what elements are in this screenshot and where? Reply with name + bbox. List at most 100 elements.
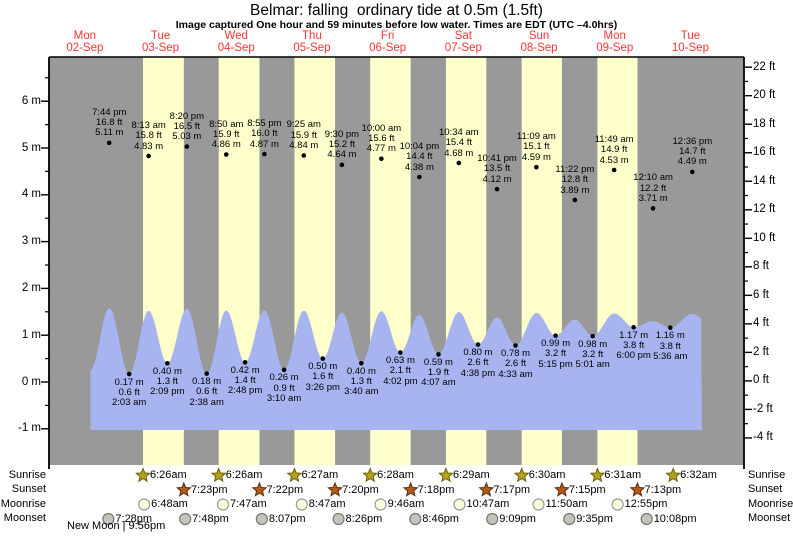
- moonset-time-label: 8:26pm: [345, 512, 383, 525]
- right-axis-tick-label: 18 ft: [753, 117, 776, 130]
- tide-time-text: 4:02 pm: [383, 375, 418, 387]
- moonset-time-label: 7:28pm: [115, 512, 153, 525]
- sunset-star-icon: [402, 481, 419, 497]
- sunset-time-label: 7:18pm: [417, 483, 455, 496]
- tide-time-text: 8:50 am: [209, 118, 244, 130]
- high-tide-dot: [301, 153, 307, 158]
- high-tide-label: 7:44 pm 16.8 ft 5.11 m: [77, 107, 141, 139]
- sunrise-star-icon: [513, 467, 530, 483]
- high-tide-dot: [184, 144, 190, 149]
- tide-m-text: 0.63 m: [385, 355, 415, 367]
- tide-m-text: 4.84 m: [289, 140, 319, 152]
- moonrise-moon-icon: [611, 498, 624, 511]
- tide-ft-text: 0.6 ft: [196, 386, 218, 398]
- tide-time-text: 9:30 pm: [324, 128, 360, 140]
- low-tide-dot: [553, 333, 558, 338]
- moonrise-moon-icon: [453, 498, 466, 511]
- left-axis-tick-label: 2 m: [21, 281, 41, 294]
- left-axis-tick-label: 4 m: [21, 188, 41, 201]
- day-date-label: 07-Sep: [444, 42, 482, 54]
- moonrise-time-label: 10:47am: [466, 498, 510, 510]
- tide-curve-area: [90, 308, 702, 430]
- tide-time-text: 12:10 am: [633, 172, 673, 184]
- low-tide-dot: [667, 325, 673, 331]
- tide-time-text: 5:36 am: [653, 350, 688, 362]
- tide-m-text: 0.50 m: [308, 361, 338, 373]
- moonrise-time-label: 7:47am: [229, 498, 267, 510]
- astro-row-label-right-moonrise: Moonrise: [748, 497, 793, 510]
- tide-m-text: 3.89 m: [560, 184, 590, 196]
- left-axis-tick-label: 6 m: [21, 94, 41, 107]
- moonset-time-label: 9:09pm: [499, 512, 536, 525]
- right-axis-tick-label: 16 ft: [753, 146, 776, 159]
- low-tide-label: 0.26 m 0.9 ft 3:10 am: [252, 373, 316, 404]
- sunset-star-icon: [478, 481, 495, 497]
- left-axis-tick-label: 3 m: [21, 235, 41, 248]
- tide-ft-text: 0.9 ft: [273, 382, 295, 394]
- left-axis-tick-label: 5 m: [21, 141, 41, 154]
- tide-m-text: 4.77 m: [366, 143, 396, 155]
- tide-time-text: 8:13 am: [131, 119, 166, 131]
- day-name-label: Fri: [380, 30, 395, 42]
- moonrise-moon-icon: [374, 498, 387, 511]
- tide-m-text: 4.49 m: [677, 156, 707, 168]
- tide-m-text: 0.98 m: [578, 338, 608, 350]
- tide-m-text: 4.86 m: [211, 139, 241, 151]
- day-date-label: 05-Sep: [293, 42, 331, 54]
- chart-title: Belmar: falling ordinary tide at 0.5m (1…: [250, 2, 543, 19]
- tide-m-text: 0.99 m: [541, 338, 571, 350]
- tide-time-text: 3:26 pm: [305, 381, 340, 393]
- right-axis-tick-label: 6 ft: [753, 288, 769, 301]
- right-axis-tick-label: 12 ft: [753, 203, 776, 216]
- tide-ft-text: 15.6 ft: [368, 133, 395, 145]
- moonset-moon-icon: [563, 512, 576, 526]
- tide-ft-text: 14.7 ft: [679, 146, 706, 158]
- tide-ft-text: 3.2 ft: [582, 348, 604, 360]
- tide-time-text: 2:38 am: [189, 396, 224, 408]
- high-tide-dot: [494, 186, 500, 192]
- day-date-label: 10-Sep: [671, 42, 709, 54]
- high-tide-dot: [611, 167, 617, 173]
- high-tide-label: 12:10 am 12.2 ft 3.71 m: [621, 173, 685, 204]
- tide-time-text: 4:07 am: [421, 377, 456, 389]
- sunrise-time-label: 6:28am: [377, 469, 414, 481]
- tide-time-text: 10:00 am: [361, 122, 402, 134]
- sunrise-time-label: 6:29am: [452, 469, 490, 481]
- tide-m-text: 1.17 m: [619, 329, 649, 341]
- low-tide-label: 0.50 m 1.6 ft 3:26 pm: [291, 361, 355, 393]
- tide-ft-text: 3.2 ft: [545, 348, 567, 360]
- tide-ft-text: 16.0 ft: [251, 128, 278, 140]
- sunset-time-label: 7:17pm: [493, 483, 531, 496]
- sunset-time-label: 7:20pm: [342, 483, 379, 496]
- astro-row-label-right-moonset: Moonset: [748, 512, 791, 524]
- tide-m-text: 5.11 m: [95, 127, 124, 139]
- sunrise-time-label: 6:30am: [528, 469, 566, 481]
- moonrise-time-label: 8:47am: [308, 498, 346, 510]
- high-tide-dot: [417, 174, 422, 180]
- low-tide-label: 0.80 m 2.6 ft 4:38 pm: [446, 347, 510, 379]
- high-tide-label: 11:09 am 15.1 ft 4.59 m: [504, 131, 568, 163]
- high-tide-label: 11:22 pm 12.8 ft 3.89 m: [543, 164, 607, 196]
- moonrise-time-label: 6:48am: [151, 498, 188, 510]
- sunset-star-icon: [554, 481, 570, 497]
- tide-ft-text: 1.9 ft: [427, 367, 450, 379]
- tide-time-text: 3:10 am: [266, 392, 302, 404]
- moonrise-time-label: 9:46am: [387, 498, 425, 510]
- moonset-time-label: 8:07pm: [268, 512, 306, 525]
- low-tide-dot: [359, 360, 364, 366]
- tide-m-text: 0.78 m: [501, 347, 531, 359]
- new-moon-label: New Moon | 9:56pm: [67, 520, 166, 532]
- low-tide-dot: [475, 342, 481, 347]
- sunrise-time-label: 6:26am: [150, 469, 187, 481]
- tide-m-text: 0.42 m: [230, 364, 260, 376]
- tide-m-text: 0.17 m: [114, 376, 144, 388]
- sunset-time-label: 7:13pm: [644, 483, 682, 496]
- high-tide-dot: [223, 152, 229, 157]
- low-tide-dot: [320, 356, 326, 361]
- low-tide-label: 0.78 m 2.6 ft 4:33 am: [484, 347, 548, 380]
- tide-m-text: 0.40 m: [152, 365, 182, 377]
- low-tide-label: 0.98 m 3.2 ft 5:01 am: [561, 338, 625, 371]
- tide-ft-text: 15.9 ft: [290, 129, 317, 141]
- sunset-star-icon: [175, 481, 192, 497]
- sunrise-star-icon: [589, 467, 606, 483]
